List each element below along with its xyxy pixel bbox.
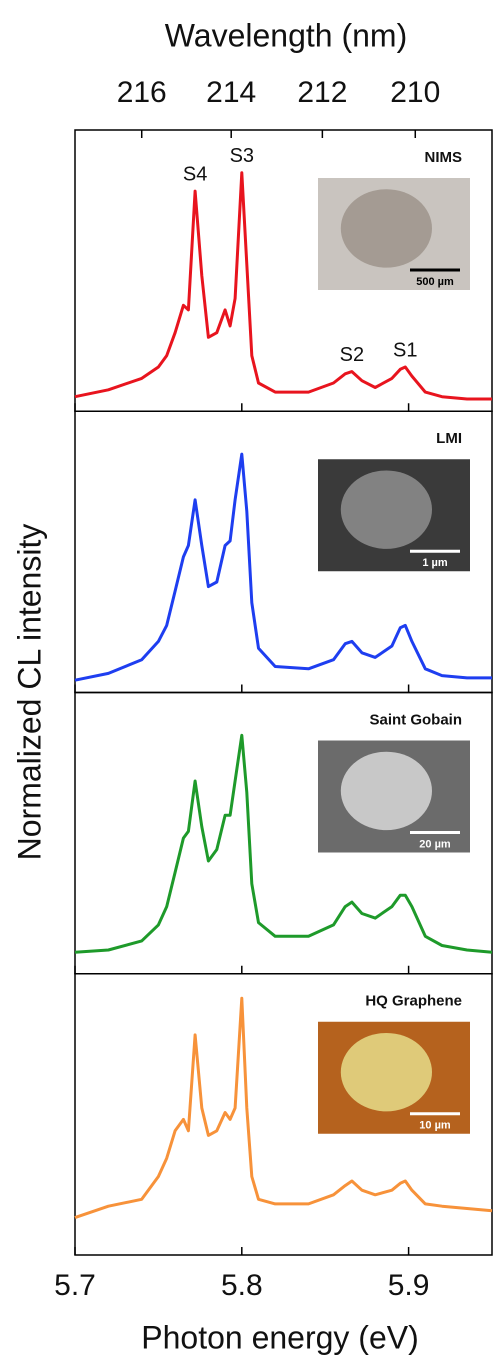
inset-sample [340, 1032, 432, 1112]
x2-axis-title: Wavelength (nm) [165, 17, 407, 53]
peak-label: S2 [340, 344, 364, 366]
peak-label: S3 [230, 145, 254, 167]
inset-sample [340, 751, 432, 831]
x2-tick-label: 216 [117, 76, 167, 109]
inset-sample [340, 189, 432, 268]
scale-bar-label: 1 µm [422, 557, 448, 569]
x-tick-label: 5.9 [388, 1269, 430, 1302]
inset-sample [340, 470, 432, 549]
spectrum-line [74, 171, 492, 401]
peak-label: S1 [393, 339, 417, 361]
x-tick-label: 5.7 [54, 1269, 96, 1302]
spectrum-line [74, 452, 492, 682]
x-tick-label: 5.8 [221, 1269, 263, 1302]
inset-label: Saint Gobain [369, 711, 462, 728]
x2-tick-label: 210 [390, 76, 440, 109]
scale-bar-label: 10 µm [419, 1120, 451, 1132]
inset-label: HQ Graphene [365, 993, 462, 1010]
y-axis-title: Normalized CL intensity [11, 524, 47, 861]
inset-label: LMI [436, 430, 462, 447]
x-axis-title: Photon energy (eV) [141, 1319, 419, 1355]
spectrum-line [74, 733, 493, 954]
x2-tick-label: 212 [297, 76, 347, 109]
scale-bar-label: 20 µm [419, 838, 451, 850]
inset-label: NIMS [425, 149, 463, 166]
scale-bar-label: 500 µm [416, 276, 454, 288]
x2-tick-label: 214 [206, 76, 256, 109]
spectrum-line [74, 996, 493, 1220]
panel-frame [74, 973, 493, 1256]
peak-label: S4 [183, 163, 207, 185]
